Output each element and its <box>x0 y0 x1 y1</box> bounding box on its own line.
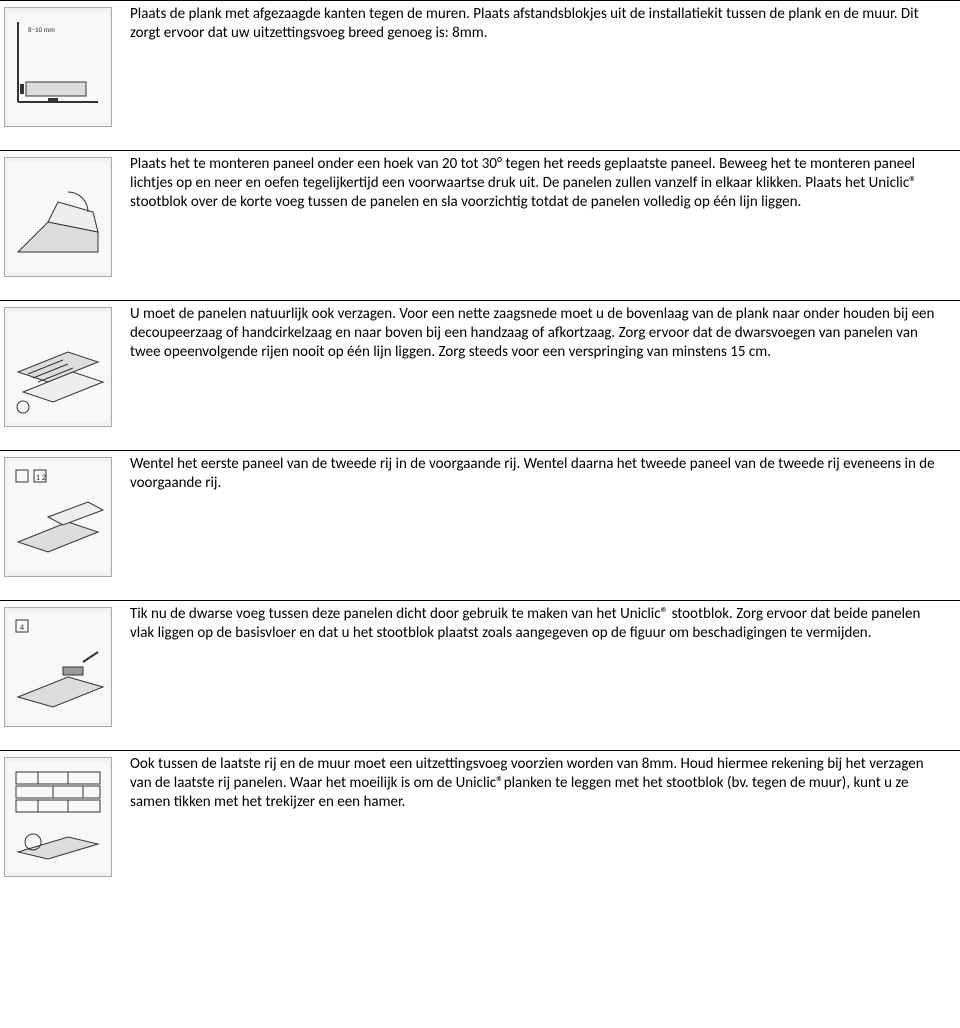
section-step2: Plaats het te monteren paneel onder een … <box>0 150 960 300</box>
illustration-col-4: 1 2 <box>0 451 120 583</box>
section-step4: 1 2 Wentel het eerste paneel van de twee… <box>0 450 960 600</box>
section-step5: 4 Tik nu de dwarse voeg tussen deze pane… <box>0 600 960 750</box>
illustration-5: 4 <box>4 607 112 727</box>
illustration-2 <box>4 157 112 277</box>
text-step4: Wentel het eerste paneel van de tweede r… <box>120 451 960 497</box>
illustration-col-2 <box>0 151 120 283</box>
section-step1: 8–10 mm Plaats de plank met afgezaagde k… <box>0 0 960 150</box>
svg-text:8–10 mm: 8–10 mm <box>28 25 55 34</box>
text-step5: Tik nu de dwarse voeg tussen deze panele… <box>120 601 960 647</box>
illustration-6 <box>4 757 112 877</box>
illustration-col-3 <box>0 301 120 433</box>
svg-text:1 2: 1 2 <box>36 473 46 483</box>
svg-text:4: 4 <box>20 623 24 633</box>
section-step6: Ook tussen de laatste rij en de muur moe… <box>0 750 960 900</box>
illustration-col-1: 8–10 mm <box>0 1 120 133</box>
text-step6: Ook tussen de laatste rij en de muur moe… <box>120 751 960 817</box>
illustration-col-6 <box>0 751 120 883</box>
text-step1: Plaats de plank met afgezaagde kanten te… <box>120 1 960 47</box>
illustration-4: 1 2 <box>4 457 112 577</box>
illustration-col-5: 4 <box>0 601 120 733</box>
section-step3: U moet de panelen natuurlijk ook verzage… <box>0 300 960 450</box>
illustration-3 <box>4 307 112 427</box>
text-step2: Plaats het te monteren paneel onder een … <box>120 151 960 217</box>
text-step3: U moet de panelen natuurlijk ook verzage… <box>120 301 960 367</box>
illustration-1: 8–10 mm <box>4 7 112 127</box>
